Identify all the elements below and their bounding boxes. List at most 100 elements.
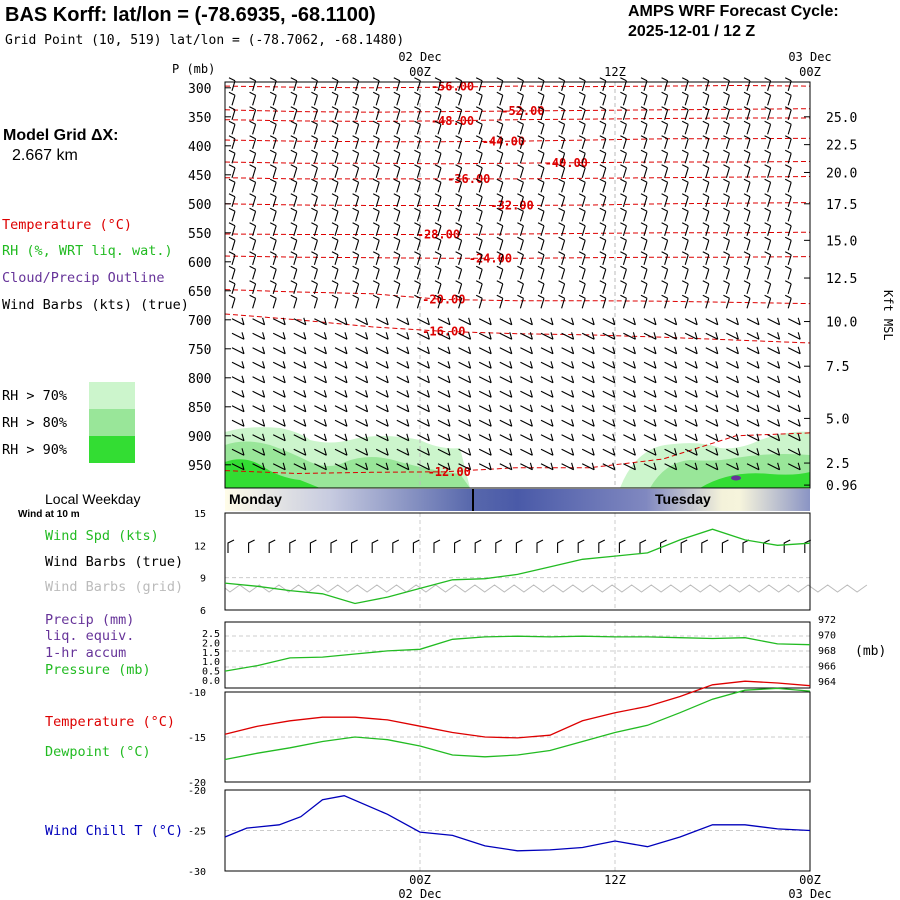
wind-barb xyxy=(767,317,781,326)
wind-barb xyxy=(331,236,339,251)
wind-barb xyxy=(664,361,678,369)
wind-barb xyxy=(478,433,492,442)
wind-barb xyxy=(540,433,554,442)
wind-barb xyxy=(334,419,348,427)
surface-wind-barb-true xyxy=(309,539,317,553)
wind-barb xyxy=(249,251,257,265)
wind-barb xyxy=(537,77,545,91)
height-tick-label: 12.5 xyxy=(826,272,857,287)
wind-barb xyxy=(620,164,627,178)
wind-barb xyxy=(475,149,483,164)
wind-barb xyxy=(375,361,389,369)
wind-barb xyxy=(355,361,369,369)
wind-barb xyxy=(372,149,380,164)
isotherm-line xyxy=(224,84,811,89)
wind-barb xyxy=(269,91,277,106)
surface-wind-barb-true xyxy=(577,539,585,553)
wind-barb xyxy=(249,149,257,164)
wind-barb xyxy=(455,251,463,265)
wind-barb xyxy=(314,332,327,340)
wind-barb xyxy=(475,251,483,265)
wind-barb xyxy=(578,280,586,294)
wind-barb xyxy=(331,91,339,106)
wind-barb xyxy=(787,390,801,398)
wind-barb xyxy=(437,448,451,456)
wind-barb xyxy=(581,419,595,427)
wind-barb xyxy=(455,135,463,149)
label-pressure: Pressure (mb) xyxy=(45,662,151,678)
wind-barb xyxy=(681,236,689,251)
wind-barb xyxy=(458,332,472,340)
surface-wind-barb-true xyxy=(351,539,358,553)
isotherm-label: -12.00 xyxy=(428,465,471,479)
wind-barb xyxy=(331,294,339,309)
wind-barb xyxy=(640,222,648,236)
rh90-region-2 xyxy=(700,472,810,488)
wind-barb xyxy=(784,91,792,106)
wind-barb xyxy=(290,178,298,193)
wind-barb xyxy=(540,361,554,369)
wind-barb xyxy=(393,91,401,106)
wind-barb xyxy=(249,178,257,193)
bottom-date-1: 02 Dec xyxy=(398,887,441,900)
legend-rh90: RH > 90% xyxy=(2,442,68,458)
wind-barb xyxy=(702,164,710,178)
wind-barb xyxy=(517,164,524,178)
wind-barb xyxy=(620,91,627,106)
wind-barb xyxy=(496,236,504,251)
wind-barb xyxy=(393,149,401,164)
wind-barb xyxy=(372,222,380,236)
wind-barb xyxy=(578,77,586,91)
wind-barb xyxy=(249,120,257,135)
wind-barb xyxy=(417,390,430,398)
wind-barb xyxy=(290,294,298,309)
wind-barb xyxy=(311,149,318,164)
wind-barb xyxy=(578,164,586,178)
wind-barb xyxy=(537,251,545,265)
wind-barb xyxy=(331,106,339,120)
wind-barb xyxy=(784,207,792,222)
wind-barb xyxy=(434,251,442,265)
wind-barb xyxy=(558,106,566,120)
wind-barb xyxy=(249,265,257,280)
wind-barb xyxy=(455,294,463,309)
wind-barb xyxy=(228,236,236,251)
wind-barb xyxy=(743,106,751,120)
isotherm-line xyxy=(224,117,810,122)
wind-barb xyxy=(475,222,483,236)
wind-barb xyxy=(767,404,781,413)
wind-barb xyxy=(602,462,616,471)
temperature-line xyxy=(224,680,811,739)
wind-barb xyxy=(475,280,483,294)
wind-barb xyxy=(434,149,442,164)
wind-barb xyxy=(475,106,483,120)
wind-barb xyxy=(355,419,369,427)
wind-barb xyxy=(231,404,245,413)
wind-barb xyxy=(417,361,430,369)
wind-barb xyxy=(578,222,586,236)
wind-barb xyxy=(581,390,595,398)
wind-barb xyxy=(290,135,298,149)
wind-barb xyxy=(581,433,595,442)
wind-barb xyxy=(578,149,586,164)
wind-barb xyxy=(661,265,669,280)
wind-barb xyxy=(643,361,657,369)
wind-barb xyxy=(664,419,678,427)
pressure-tick-label: 950 xyxy=(188,459,211,474)
wind-barb xyxy=(702,193,710,207)
wind-barb xyxy=(784,222,792,236)
wind-barb xyxy=(767,332,781,340)
wind-barb xyxy=(499,462,513,471)
wind-barb xyxy=(702,265,710,280)
wind-barb xyxy=(249,280,257,294)
pressure-ytick-label: 968 xyxy=(818,646,836,657)
wind-barb xyxy=(540,404,554,413)
wind-barb xyxy=(293,361,307,369)
wind-barb xyxy=(558,236,566,251)
wind-ytick-label: 12 xyxy=(194,541,206,552)
wind-barb xyxy=(517,106,524,120)
wind-barb xyxy=(355,390,369,398)
model-grid-value: 2.667 km xyxy=(12,147,78,164)
wind-barb xyxy=(599,193,607,207)
